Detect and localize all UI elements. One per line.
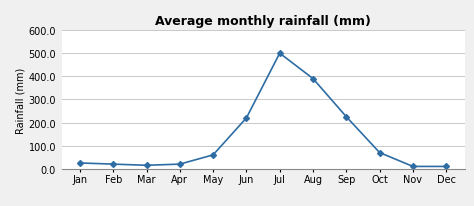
Title: Average monthly rainfall (mm): Average monthly rainfall (mm) xyxy=(155,15,371,28)
Y-axis label: Rainfall (mm): Rainfall (mm) xyxy=(16,67,26,133)
